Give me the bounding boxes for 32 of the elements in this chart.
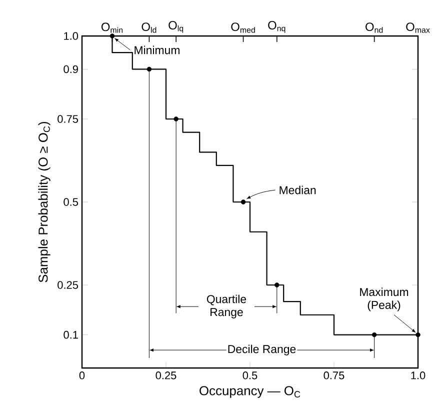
x-tick-label: 0 (79, 372, 85, 380)
x-tick-label: 0.5 (242, 372, 258, 380)
text: O$_{nq}$ (268, 21, 286, 33)
y-tick-label: 0.1 (64, 330, 78, 339)
text: O$_{min}$ (101, 22, 123, 33)
x-axis-title: Occupancy — O$_{C}$ (200, 386, 300, 398)
point (416, 332, 420, 338)
point (240, 200, 246, 204)
annotation: Quartile Range (206, 294, 246, 318)
y-tick-label: 0.9 (64, 65, 78, 74)
y-tick-label: 0.5 (64, 198, 78, 206)
x-tick-label: 0.25 (156, 372, 176, 380)
point (274, 282, 280, 288)
y-tick-label: 0.25 (58, 281, 78, 289)
x-tick-label: 1.0 (411, 372, 426, 380)
point (174, 116, 178, 122)
annotation: Maximum (Peak) (360, 288, 408, 312)
annotation: Decile Range (228, 344, 296, 356)
y-tick-label: 0.75 (58, 115, 78, 123)
text: O$_{med}$ (231, 22, 255, 33)
x-tick-label: 0.75 (324, 372, 344, 380)
text: O$_{ld}$ (142, 22, 156, 33)
point (372, 332, 377, 338)
y-axis-title: Sample Probability (O ≥ O$_{C}$) (38, 122, 50, 282)
annotation: Median (280, 186, 316, 194)
text: O$_{lq}$ (168, 21, 184, 33)
annotation: Minimum (134, 46, 180, 54)
y-tick-label: 1.0 (64, 32, 78, 40)
point (146, 66, 152, 72)
text: O$_{nd}$ (366, 22, 383, 33)
text: O$_{max}$ (406, 22, 430, 33)
point (110, 34, 115, 38)
